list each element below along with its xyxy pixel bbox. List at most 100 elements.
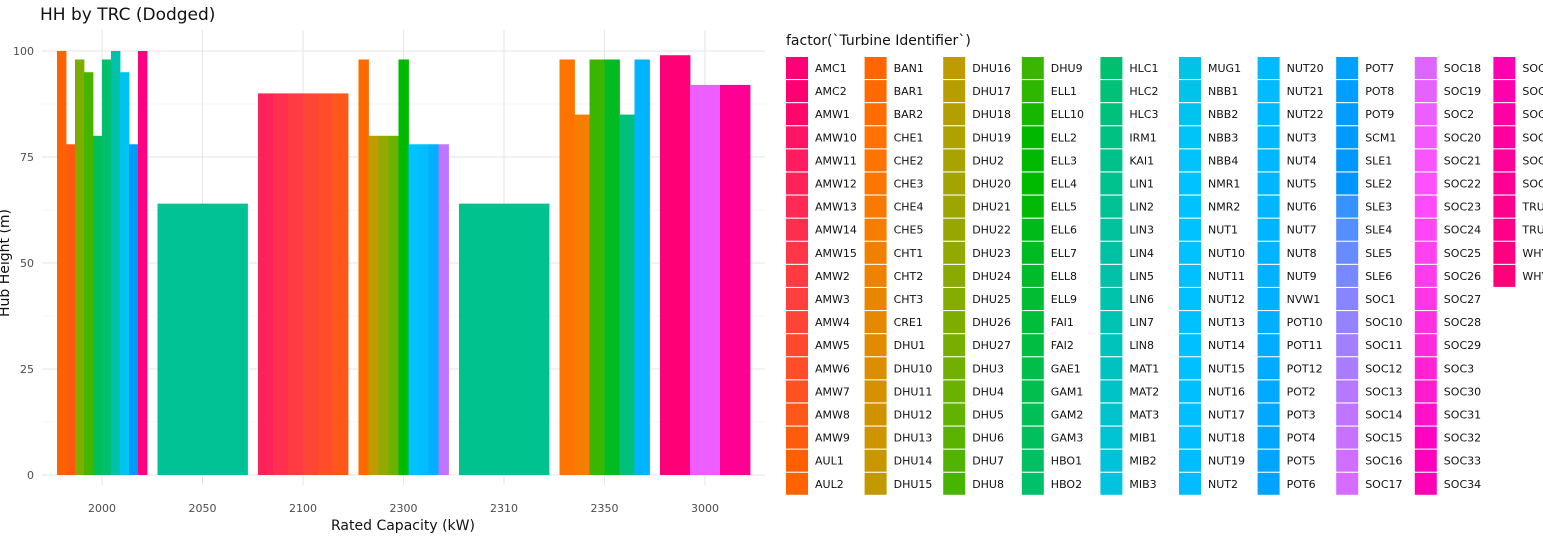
legend-item: MAT2 [1100, 380, 1159, 403]
legend-swatch [1414, 426, 1437, 449]
legend-swatch [864, 334, 887, 357]
legend-label: NUT19 [1208, 455, 1245, 468]
legend-swatch [1414, 472, 1437, 495]
legend-item: HBO1 [1021, 449, 1082, 472]
legend-label: IRM1 [1129, 131, 1156, 144]
legend-swatch [1493, 218, 1516, 241]
legend-swatch [1257, 218, 1280, 241]
legend-item: SOC16 [1336, 449, 1403, 472]
legend-label: AMW5 [815, 339, 850, 352]
legend-item: BAN1 [864, 57, 924, 79]
legend-item: DHU14 [864, 449, 933, 472]
legend-label: HBO2 [1051, 478, 1082, 491]
legend-item: SOC28 [1414, 311, 1481, 334]
legend-label: SOC27 [1444, 293, 1481, 306]
legend-label: WHY2 [1522, 270, 1543, 283]
legend-item: DHU27 [943, 334, 1011, 357]
legend-label: AMC2 [815, 85, 847, 98]
legend-swatch [1336, 241, 1359, 264]
legend-item: NMR2 [1179, 195, 1240, 218]
legend-swatch [1100, 357, 1123, 380]
legend-label: DHU6 [972, 432, 1004, 445]
legend-label: NUT11 [1208, 270, 1245, 283]
legend-label: AUL1 [815, 455, 844, 468]
legend-label: DHU10 [894, 362, 933, 375]
legend-item: NUT21 [1257, 80, 1324, 103]
legend-item: SOC2 [1414, 103, 1474, 126]
legend-item: AUL2 [786, 472, 844, 495]
legend-label: POT7 [1365, 62, 1394, 75]
legend-item: AMW9 [786, 426, 850, 449]
legend-label: DHU9 [1051, 62, 1083, 75]
legend-label: GAM2 [1051, 409, 1084, 422]
legend-label: ELL1 [1051, 85, 1077, 98]
legend-item: SOC34 [1414, 472, 1481, 495]
legend-label: AMW15 [815, 247, 857, 260]
legend-label: SOC12 [1365, 362, 1402, 375]
bar-gam2 [93, 135, 103, 476]
legend-swatch [1179, 357, 1201, 380]
legend-item: LIN5 [1100, 264, 1154, 287]
legend-item: NUT1 [1179, 218, 1238, 241]
legend-item: GAM3 [1021, 426, 1083, 449]
legend-item: SOC31 [1414, 403, 1481, 426]
bar-pot10 [428, 144, 439, 475]
legend-item: SOC22 [1414, 172, 1481, 195]
legend-label: NUT21 [1287, 85, 1324, 98]
legend-label: SOC17 [1365, 478, 1402, 491]
legend-swatch [1336, 80, 1359, 103]
legend-swatch [943, 218, 966, 241]
legend-label: NUT15 [1208, 362, 1245, 375]
legend-label: SLE4 [1365, 224, 1392, 237]
legend-swatch [1414, 126, 1437, 149]
legend-label: CHE2 [894, 154, 924, 167]
bar-amw14 [273, 93, 289, 476]
legend-swatch [864, 449, 887, 472]
legend-swatch [786, 126, 808, 149]
legend-label: POT6 [1287, 478, 1316, 491]
legend-label: NUT6 [1287, 201, 1317, 214]
legend-swatch [943, 472, 966, 495]
legend-label: SOC14 [1365, 409, 1402, 422]
legend-swatch [1414, 264, 1437, 287]
legend-label: POT12 [1287, 362, 1323, 375]
legend-label: AMW6 [815, 362, 850, 375]
legend-swatch [1100, 264, 1123, 287]
legend-label: POT10 [1287, 316, 1323, 329]
legend-label: AMW11 [815, 154, 857, 167]
legend-swatch [864, 241, 887, 264]
bar-ell4 [398, 59, 409, 475]
bar-hlc3 [619, 114, 635, 475]
legend-swatch [943, 357, 966, 380]
bar-dhu23 [378, 135, 389, 476]
bar-dhu26 [75, 59, 85, 475]
legend-label: MIB1 [1129, 432, 1156, 445]
legend-item: NUT14 [1179, 334, 1245, 357]
legend-swatch [1179, 241, 1201, 264]
legend-swatch [1493, 172, 1516, 195]
legend-item: CRE1 [864, 311, 923, 334]
legend-swatch [1414, 172, 1437, 195]
legend-label: SOC20 [1444, 131, 1481, 144]
legend-label: MAT3 [1129, 409, 1159, 422]
legend-swatch [943, 103, 966, 126]
legend-label: LIN3 [1129, 224, 1154, 237]
legend-label: CHT1 [894, 247, 924, 260]
legend-item: SOC15 [1336, 426, 1403, 449]
legend-label: SOC25 [1444, 247, 1481, 260]
legend-label: SOC29 [1444, 339, 1481, 352]
legend-swatch [864, 311, 887, 334]
legend-swatch [1414, 449, 1437, 472]
bar-che2 [559, 59, 575, 475]
bar-dhu8 [84, 72, 94, 475]
legend-swatch [1100, 449, 1123, 472]
legend-label: DHU24 [972, 270, 1011, 283]
legend-item: SOC26 [1414, 264, 1481, 287]
legend-label: DHU14 [894, 455, 933, 468]
legend-swatch [1414, 288, 1437, 310]
bar-amw9 [66, 144, 76, 475]
legend-label: AMW13 [815, 201, 857, 214]
legend-swatch [943, 403, 966, 426]
legend-label: NUT9 [1287, 270, 1317, 283]
legend-item: ELL9 [1021, 288, 1077, 310]
